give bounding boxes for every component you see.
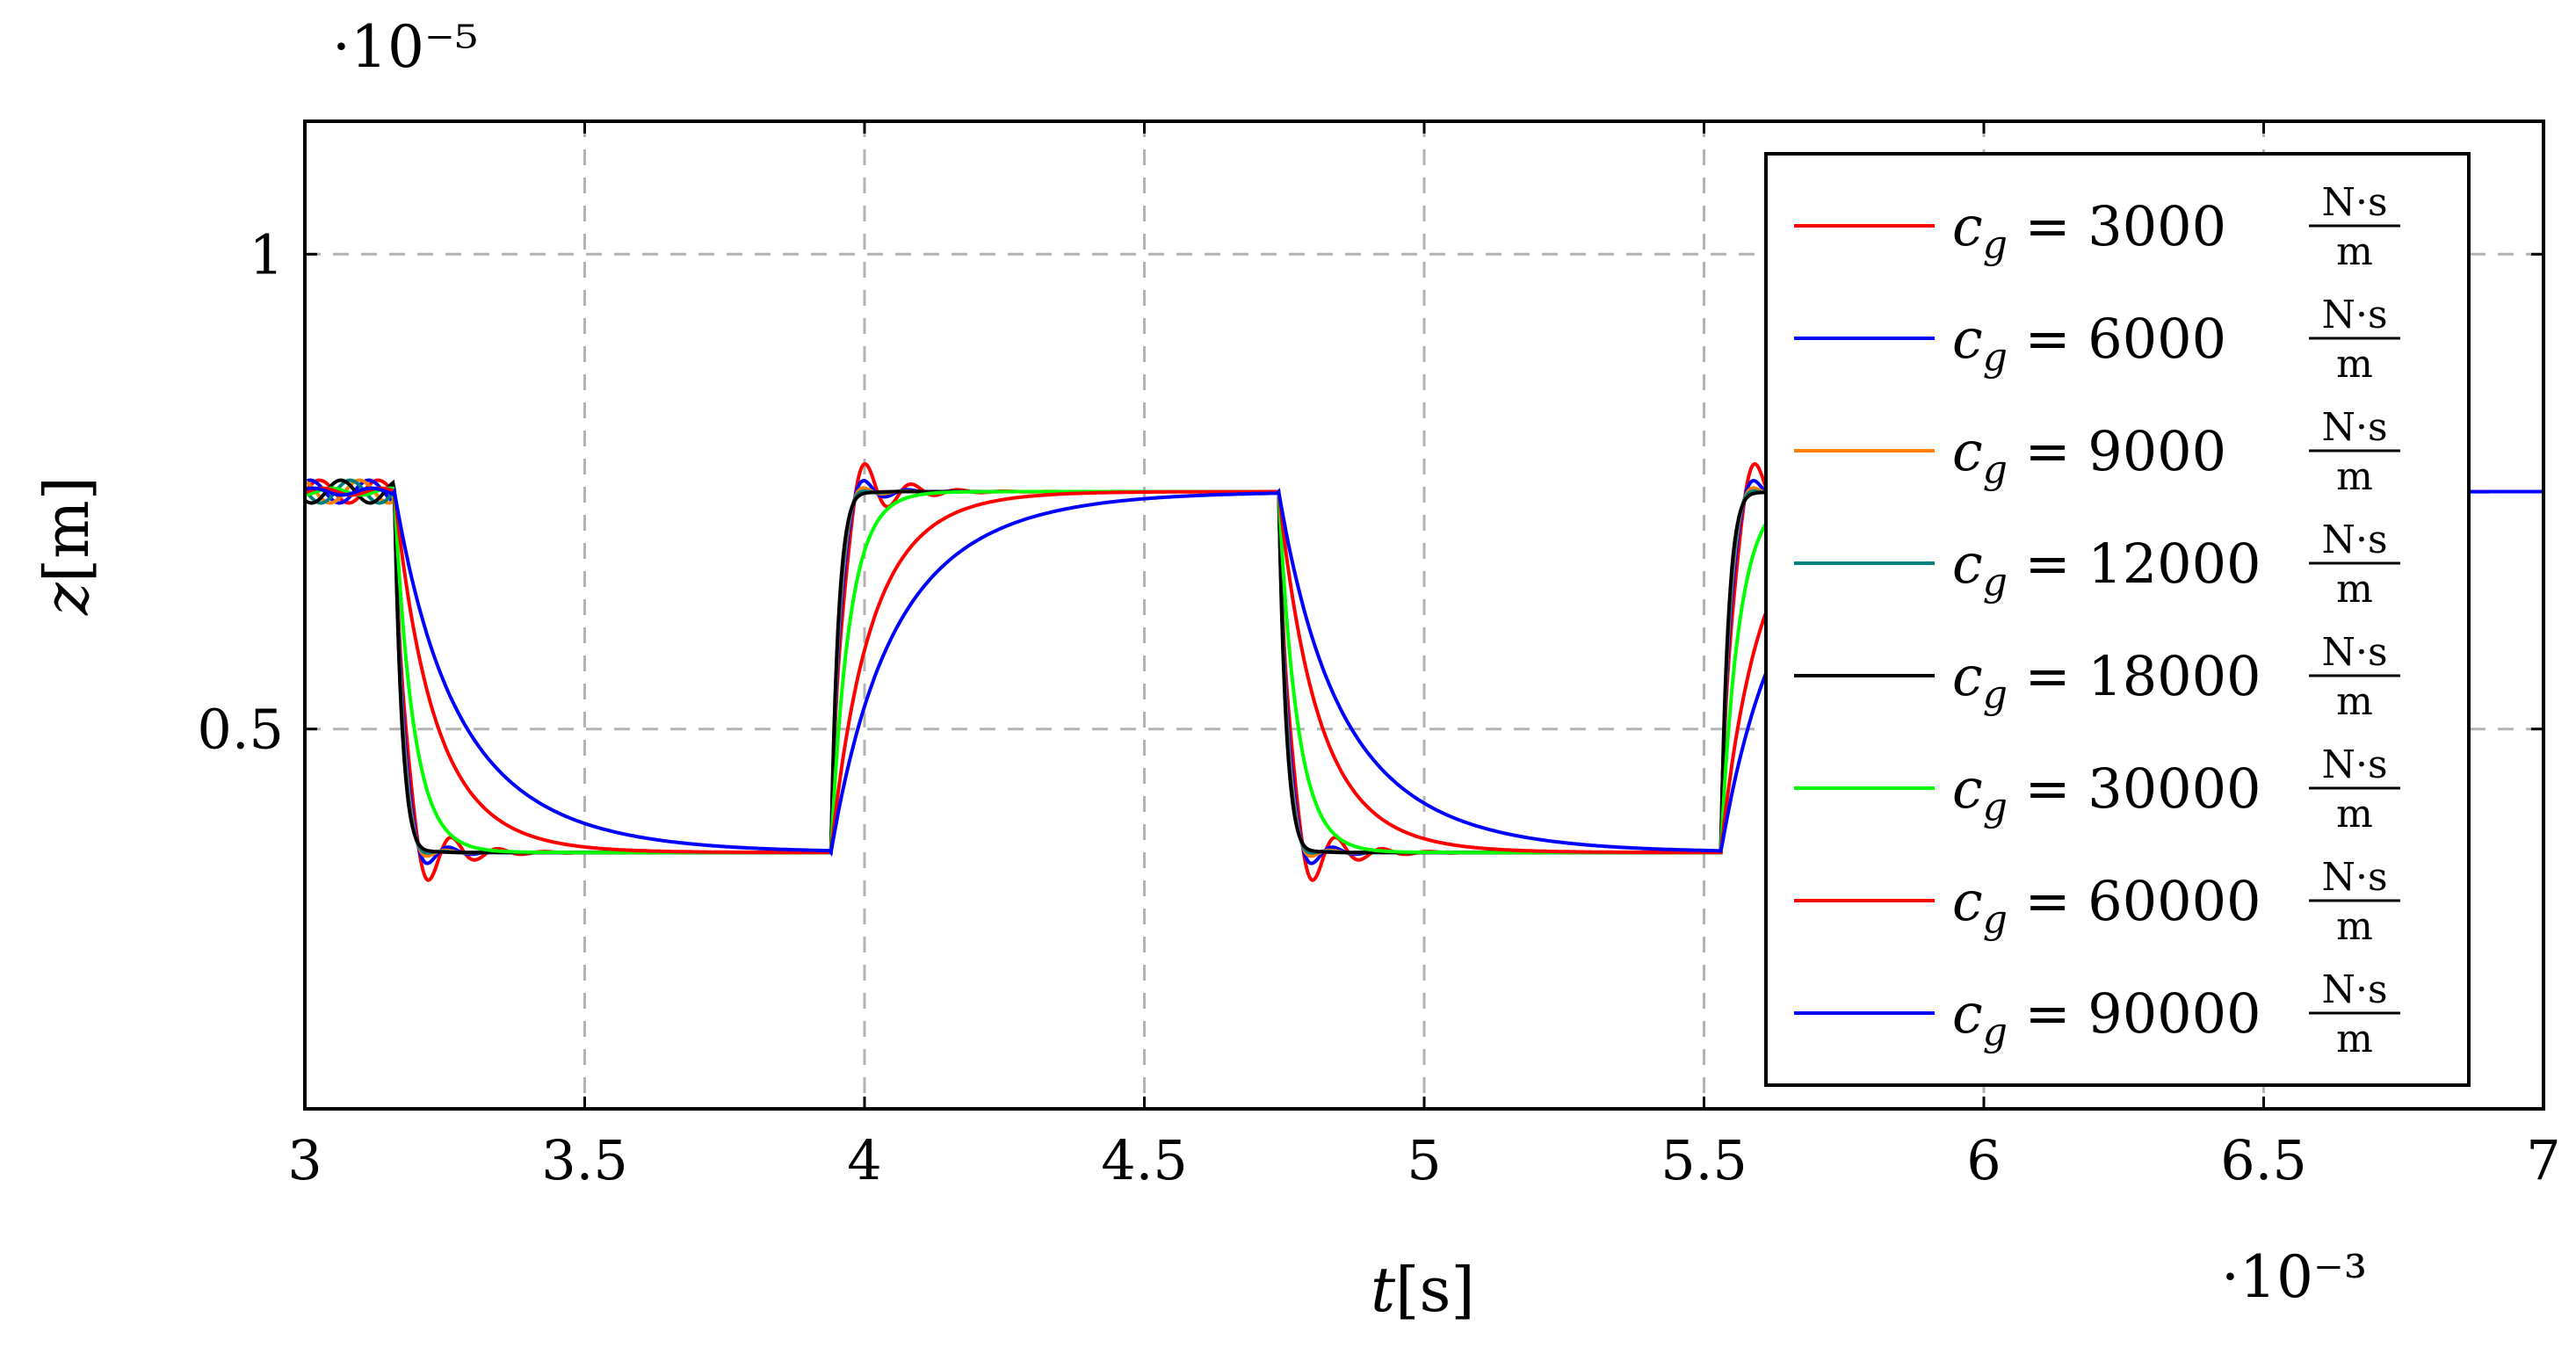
legend-unit-den-3: m [2336, 454, 2373, 499]
legend-unit-num-2: N·s [2321, 293, 2387, 337]
x-tick-label: 7 [2526, 1128, 2560, 1192]
x-tick-label: 4.5 [1101, 1128, 1188, 1192]
x-tick-label: 3.5 [541, 1128, 628, 1192]
x-axis-var: t [1371, 1254, 1396, 1326]
legend-unit-num-7: N·s [2321, 855, 2387, 900]
x-tick-label: 5.5 [1661, 1128, 1747, 1192]
x-tick-label: 4 [847, 1128, 881, 1192]
legend-label-4: cg = 12000 [1952, 532, 2261, 605]
legend-box [1764, 152, 2471, 1087]
legend-unit-den-2: m [2336, 342, 2373, 387]
legend-label-6: cg = 30000 [1952, 757, 2261, 829]
x-tick-label: 6.5 [2220, 1128, 2307, 1192]
legend-label-3: cg = 9000 [1952, 419, 2226, 492]
x-axis-unit: [s] [1395, 1254, 1475, 1326]
legend-unit-den-1: m [2336, 229, 2373, 274]
y-scale-note: ·10⁻⁵ [332, 13, 478, 81]
legend-label-5: cg = 18000 [1952, 644, 2261, 717]
legend-unit-den-7: m [2336, 904, 2373, 949]
legend-unit-num-1: N·s [2321, 180, 2387, 225]
legend-label-2: cg = 6000 [1952, 307, 2226, 380]
y-tick-label: 0.5 [197, 698, 284, 762]
legend-unit-den-4: m [2336, 567, 2373, 612]
y-axis-label: z[m] [31, 476, 103, 616]
legend-unit-num-5: N·s [2321, 630, 2387, 675]
x-tick-label: 3 [287, 1128, 322, 1192]
legend-unit-den-8: m [2336, 1017, 2373, 1061]
tick-labels: 3 3.5 4 4.5 5 5.5 6 6.5 7 0.5 1 [197, 222, 2560, 1192]
y-axis-unit: [m] [31, 476, 103, 583]
legend-unit-num-3: N·s [2321, 405, 2387, 450]
legend-unit-den-5: m [2336, 679, 2373, 724]
legend-label-8: cg = 90000 [1952, 981, 2261, 1054]
y-tick-label: 1 [250, 222, 284, 286]
axis-ticks [303, 121, 2545, 1109]
legend-unit-num-8: N·s [2321, 967, 2387, 1012]
legend-label-1: cg = 3000 [1952, 194, 2226, 267]
x-tick-label: 6 [1966, 1128, 2001, 1192]
legend-unit-num-4: N·s [2321, 518, 2387, 562]
legend-unit-num-6: N·s [2321, 742, 2387, 787]
x-scale-note: ·10⁻³ [2221, 1243, 2367, 1311]
x-axis-label: t[s] [1371, 1254, 1475, 1326]
y-axis-var: z [31, 582, 103, 616]
legend-unit-den-6: m [2336, 792, 2373, 836]
legend-label-7: cg = 60000 [1952, 869, 2261, 942]
x-tick-label: 5 [1407, 1128, 1441, 1192]
